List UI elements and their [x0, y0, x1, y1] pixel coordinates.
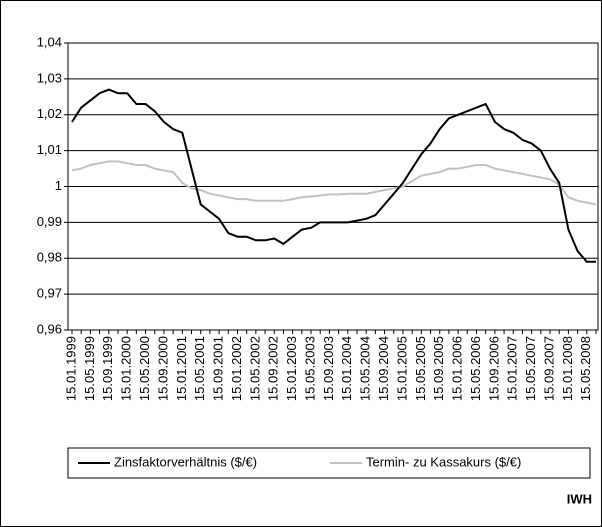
x-tick-label: 15.05.2002 — [247, 336, 262, 401]
x-tick-label: 15.01.1999 — [63, 336, 78, 401]
x-tick-label: 15.05.2003 — [302, 336, 317, 401]
y-tick-label: 1,03 — [37, 70, 62, 85]
x-tick-label: 15.01.2005 — [394, 336, 409, 401]
x-tick-label: 15.09.2003 — [321, 336, 336, 401]
x-tick-label: 15.05.2008 — [578, 336, 593, 401]
y-tick-label: 0,96 — [37, 321, 62, 336]
x-tick-label: 15.05.1999 — [82, 336, 97, 401]
x-tick-label: 15.05.2004 — [358, 336, 373, 401]
x-tick-label: 15.09.2001 — [211, 336, 226, 401]
source-label: IWH — [567, 491, 592, 506]
legend-label: Termin- zu Kassakurs ($/€) — [366, 454, 521, 469]
y-tick-label: 0,99 — [37, 214, 62, 229]
series-line — [71, 160, 597, 206]
x-tick-label: 15.09.2007 — [541, 336, 556, 401]
y-tick-label: 1,02 — [37, 106, 62, 121]
x-tick-label: 15.05.2001 — [192, 336, 207, 401]
legend-box — [67, 447, 591, 479]
x-tick-label: 15.05.2005 — [413, 336, 428, 401]
x-tick-label: 15.09.2004 — [376, 336, 391, 401]
x-tick-label: 15.01.2000 — [119, 336, 134, 401]
y-tick-label: 1 — [55, 178, 62, 193]
legend-label: Zinsfaktorverhältnis ($/€) — [114, 454, 257, 469]
y-tick-label: 1,01 — [37, 142, 62, 157]
y-tick-label: 0,97 — [37, 286, 62, 301]
x-tick-label: 15.01.2008 — [560, 336, 575, 401]
x-tick-label: 15.09.2002 — [266, 336, 281, 401]
x-tick-label: 15.01.2003 — [284, 336, 299, 401]
x-tick-label: 15.05.2000 — [137, 336, 152, 401]
x-tick-label: 15.01.2004 — [339, 336, 354, 401]
x-tick-label: 15.05.2007 — [523, 336, 538, 401]
x-tick-label: 15.09.2000 — [155, 336, 170, 401]
x-tick-label: 15.01.2006 — [450, 336, 465, 401]
series-line — [71, 88, 596, 263]
x-tick-label: 15.09.2005 — [431, 336, 446, 401]
x-tick-label: 15.01.2001 — [174, 336, 189, 401]
y-tick-label: 0,98 — [37, 250, 62, 265]
x-tick-label: 15.05.2006 — [468, 336, 483, 401]
x-tick-label: 15.01.2002 — [229, 336, 244, 401]
y-tick-label: 1,04 — [37, 34, 62, 49]
x-tick-label: 15.09.1999 — [100, 336, 115, 401]
x-tick-label: 15.01.2007 — [505, 336, 520, 401]
x-tick-label: 15.09.2006 — [486, 336, 501, 401]
